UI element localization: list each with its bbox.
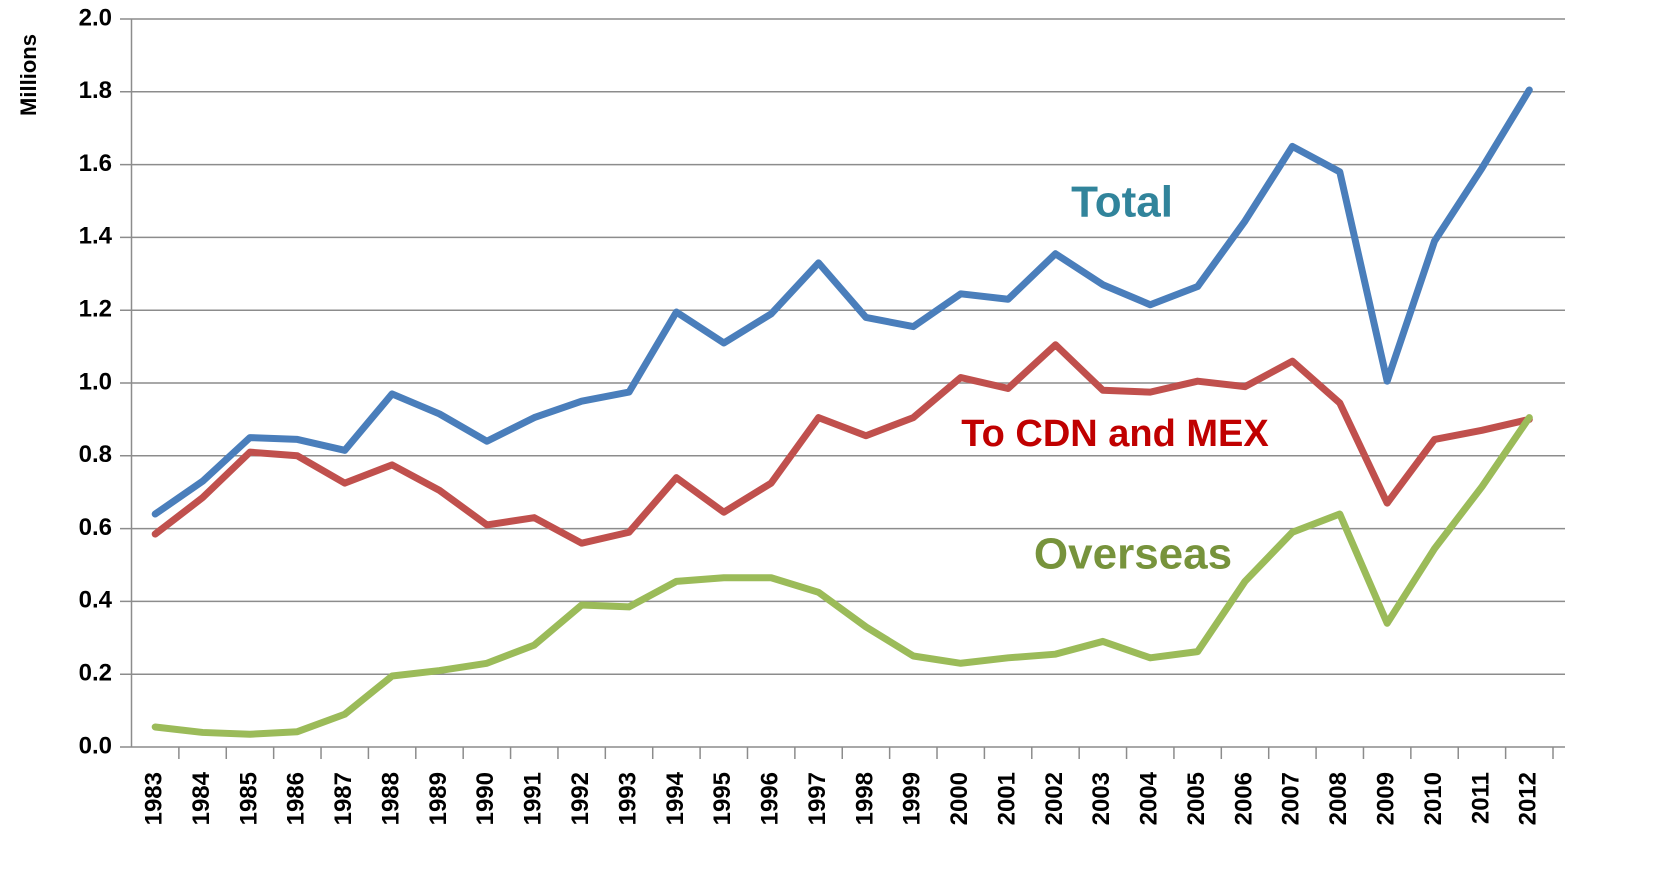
y-tick-label: 1.6	[79, 150, 112, 177]
y-tick-label: 1.2	[79, 296, 112, 323]
y-tick-label: 0.4	[79, 587, 113, 614]
series-label: Overseas	[1034, 530, 1232, 579]
y-tick-label: 0.8	[79, 441, 112, 468]
x-tick-label: 1995	[709, 772, 736, 825]
series-line	[151, 414, 1533, 738]
x-tick-label: 2009	[1373, 772, 1400, 825]
y-tick-label: 0.0	[79, 732, 112, 759]
y-tick-label: 2.0	[79, 4, 112, 31]
x-tick-label: 2010	[1420, 772, 1447, 825]
x-tick-label: 1984	[188, 771, 215, 825]
x-tick-label: 1983	[141, 772, 168, 825]
y-tick-label: 0.2	[79, 660, 112, 687]
series-label: To CDN and MEX	[961, 413, 1269, 455]
x-tick-label: 1987	[330, 772, 357, 825]
x-tick-label: 1986	[283, 772, 310, 825]
x-tick-label: 1999	[899, 772, 926, 825]
series-label: Total	[1071, 178, 1173, 227]
series-line	[151, 341, 1533, 547]
x-tick-label: 1985	[235, 772, 262, 825]
x-tick-label: 2001	[993, 772, 1020, 825]
x-tick-label: 1992	[567, 772, 594, 825]
x-tick-label: 2003	[1088, 772, 1115, 825]
y-tick-label: 0.6	[79, 514, 112, 541]
y-tick-label: 1.8	[79, 77, 112, 104]
x-tick-label: 2005	[1183, 772, 1210, 825]
x-tick-label: 2008	[1325, 772, 1352, 825]
y-tick-label: 1.0	[79, 368, 112, 395]
x-tick-label: 1998	[851, 772, 878, 825]
x-tick-label: 2012	[1515, 772, 1542, 825]
x-tick-label: 1989	[425, 772, 452, 825]
x-tick-label: 1993	[614, 772, 641, 825]
x-tick-label: 2000	[946, 772, 973, 825]
x-tick-label: 1991	[520, 772, 547, 825]
x-tick-label: 2011	[1467, 772, 1494, 824]
x-tick-label: 2002	[1041, 772, 1068, 825]
x-tick-label: 2007	[1278, 772, 1305, 825]
x-tick-label: 1994	[662, 771, 689, 825]
y-tick-label: 1.4	[79, 223, 113, 250]
x-tick-label: 2006	[1230, 772, 1257, 825]
x-tick-label: 1988	[377, 772, 404, 825]
y-axis-label: Millions	[16, 34, 41, 116]
x-tick-label: 2004	[1136, 771, 1163, 825]
x-tick-label: 1997	[804, 772, 831, 825]
x-tick-label: 1990	[472, 772, 499, 825]
series-line	[151, 86, 1533, 518]
x-tick-label: 1996	[757, 772, 784, 825]
